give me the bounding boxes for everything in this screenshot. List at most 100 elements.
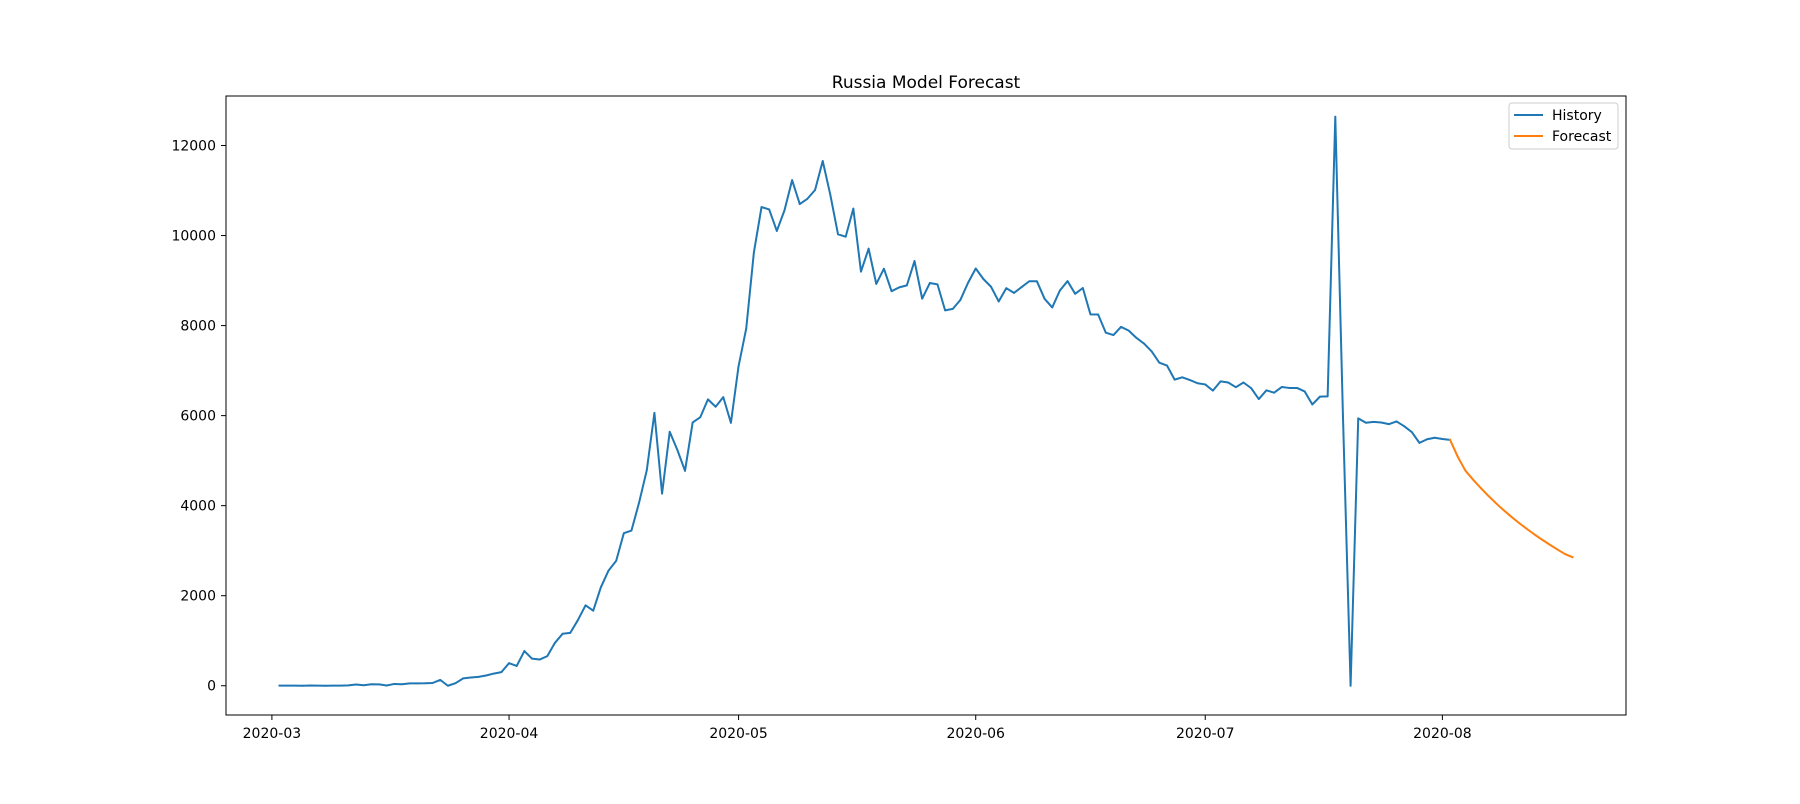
data-point-history	[1028, 280, 1031, 283]
plot-frame	[225, 95, 1627, 716]
x-axis: 2020-03 2020-04 2020-05 2020-06 2020-07 2020-…	[243, 715, 1472, 742]
data-point-forecast	[1563, 553, 1566, 555]
data-point-forecast	[1479, 486, 1482, 489]
data-point-history	[561, 632, 564, 635]
data-point-history	[1089, 313, 1092, 316]
data-point-history	[890, 290, 893, 293]
data-point-history	[577, 619, 579, 621]
data-point-history	[1127, 329, 1130, 332]
data-point-history	[1364, 421, 1367, 424]
data-point-history	[309, 684, 312, 687]
data-point-history	[523, 650, 526, 652]
data-point-history	[905, 284, 908, 287]
data-point-history	[860, 270, 862, 273]
data-point-history	[1342, 414, 1344, 417]
data-point-history	[1173, 378, 1176, 381]
data-point-history	[1319, 395, 1321, 398]
data-point-history	[829, 194, 832, 196]
data-point-history	[1143, 342, 1145, 345]
data-point-history	[1403, 425, 1406, 428]
data-point-history	[1066, 280, 1069, 283]
data-point-history	[997, 300, 1000, 303]
y-tick-label: 6000	[180, 409, 216, 425]
data-point-history	[339, 684, 342, 687]
data-point-history	[1334, 115, 1337, 118]
data-point-history	[875, 283, 878, 285]
data-point-forecast	[1487, 494, 1490, 497]
data-point-history	[1387, 423, 1390, 426]
data-point-history	[1242, 381, 1245, 384]
data-point-history	[401, 683, 403, 686]
data-point-history	[684, 469, 686, 472]
data-point-history	[1051, 306, 1054, 309]
data-point-history	[1150, 350, 1153, 353]
data-point-history	[722, 396, 725, 399]
data-point-history	[898, 286, 901, 289]
data-point-history	[990, 285, 992, 288]
data-point-forecast	[1540, 538, 1543, 541]
data-point-history	[768, 208, 771, 211]
data-point-history	[1357, 417, 1360, 420]
data-point-forecast	[1548, 543, 1551, 546]
data-point-history	[676, 449, 679, 451]
data-point-history	[1395, 420, 1398, 423]
data-point-history	[278, 684, 281, 687]
data-point-history	[332, 684, 334, 687]
data-point-history	[1043, 297, 1046, 300]
legend-label-forecast: Forecast	[1552, 129, 1612, 145]
data-point-history	[883, 267, 885, 270]
series-layer	[278, 115, 1574, 687]
data-point-history	[951, 307, 954, 310]
y-tick-label: 12000	[171, 139, 216, 155]
data-point-history	[385, 684, 388, 687]
data-point-history	[783, 209, 786, 212]
y-axis: 0 2000 4000 6000 8000 10000 12000	[171, 139, 226, 695]
data-point-history	[355, 683, 357, 686]
data-point-history	[393, 683, 396, 685]
data-point-history	[1234, 386, 1237, 389]
data-point-history	[554, 641, 556, 644]
data-point-history	[1349, 684, 1352, 687]
data-point-history	[661, 492, 663, 495]
data-point-history	[1036, 280, 1038, 283]
data-point-history	[714, 405, 717, 408]
data-point-history	[362, 684, 365, 687]
data-point-history	[286, 684, 289, 687]
data-point-history	[431, 682, 434, 684]
data-point-history	[691, 421, 694, 424]
data-point-history	[1273, 391, 1275, 394]
data-point-history	[1166, 364, 1168, 367]
legend: History Forecast	[1508, 102, 1619, 150]
data-point-history	[707, 398, 709, 401]
data-point-history	[293, 684, 296, 687]
data-point-history	[615, 559, 618, 562]
data-point-history	[607, 569, 610, 572]
data-point-history	[1288, 387, 1291, 389]
x-tick-label: 2020-04	[480, 726, 539, 742]
data-point-history	[1112, 334, 1115, 336]
data-point-history	[347, 684, 350, 687]
data-point-history	[500, 671, 503, 674]
data-point-history	[653, 412, 656, 414]
data-point-history	[730, 421, 732, 424]
data-point-forecast	[1518, 521, 1520, 524]
data-point-history	[1410, 431, 1413, 433]
data-point-history	[1204, 383, 1207, 386]
data-point-history	[974, 267, 977, 270]
y-tick-label: 10000	[171, 229, 216, 245]
data-point-history	[1311, 403, 1314, 406]
data-point-history	[1426, 438, 1428, 441]
data-point-history	[944, 309, 947, 312]
data-point-history	[1418, 441, 1421, 444]
data-point-history	[546, 655, 549, 658]
data-point-history	[416, 682, 419, 685]
data-point-history	[462, 677, 465, 680]
data-point-history	[936, 283, 939, 286]
data-point-forecast	[1456, 455, 1459, 458]
x-tick-label: 2020-05	[709, 726, 768, 742]
data-point-history	[791, 179, 794, 182]
data-point-history	[760, 206, 763, 208]
data-point-history	[1020, 286, 1023, 288]
